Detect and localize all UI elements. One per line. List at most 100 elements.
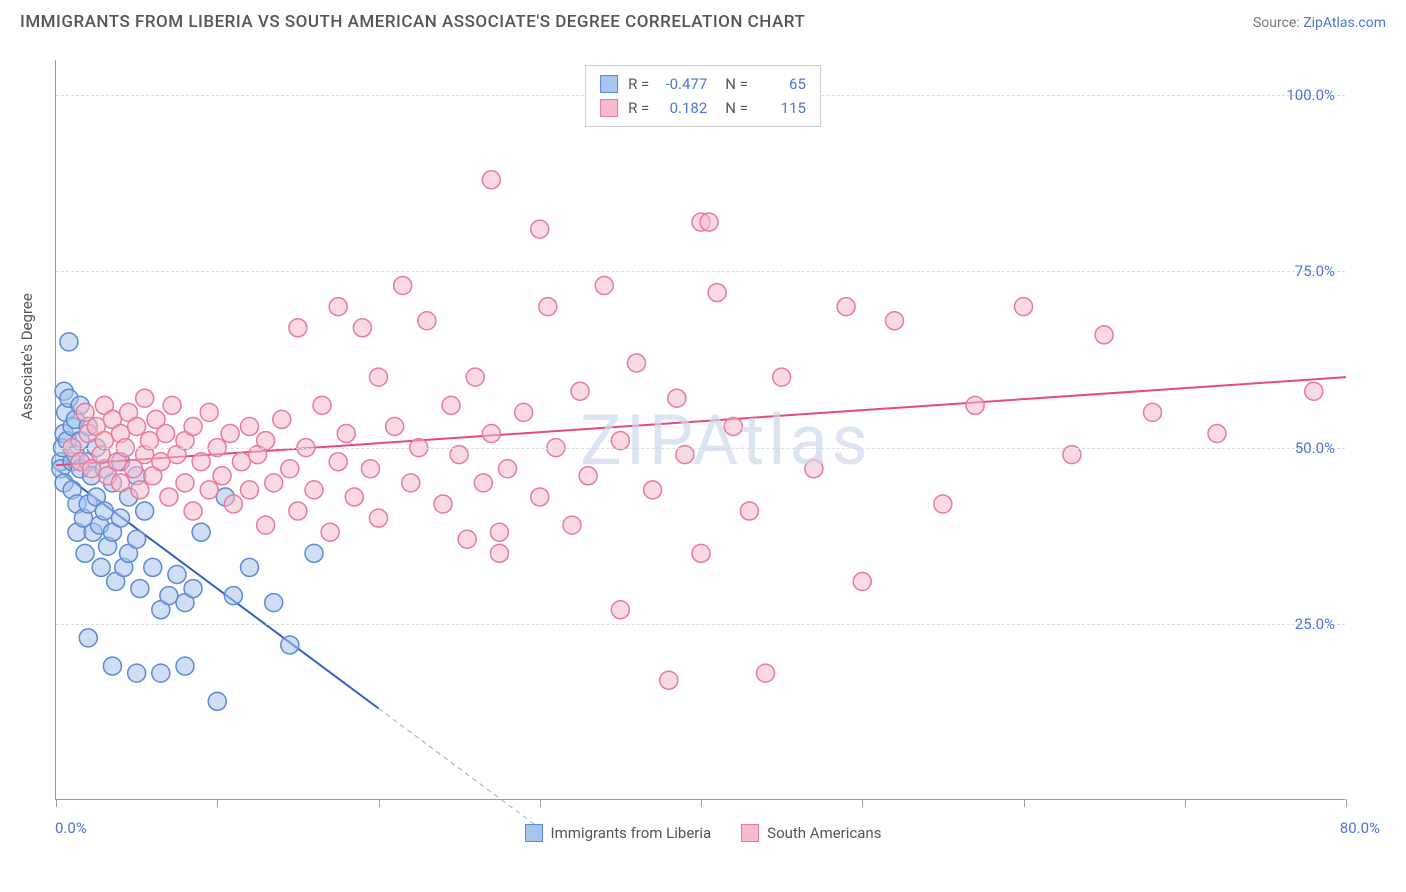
data-point: [184, 417, 202, 435]
data-point: [152, 453, 170, 471]
data-point: [257, 516, 275, 534]
legend-swatch: [741, 824, 759, 842]
y-tick-label: 100.0%: [1286, 86, 1335, 104]
data-point: [361, 460, 379, 478]
data-point: [466, 368, 484, 386]
data-point: [773, 368, 791, 386]
data-point: [136, 389, 154, 407]
data-point: [1015, 298, 1033, 316]
legend-label: Immigrants from Liberia: [551, 824, 712, 842]
y-axis-label: Associate's Degree: [18, 293, 36, 420]
data-point: [160, 488, 178, 506]
data-point: [579, 467, 597, 485]
data-point: [208, 692, 226, 710]
stats-legend-row: R =-0.477N =65: [600, 72, 806, 96]
data-point: [103, 657, 121, 675]
data-point: [345, 488, 363, 506]
data-point: [490, 523, 508, 541]
data-point: [224, 495, 242, 513]
data-point: [337, 425, 355, 443]
source-link[interactable]: ZipAtlas.com: [1303, 15, 1386, 31]
data-point: [281, 636, 299, 654]
chart-header: IMMIGRANTS FROM LIBERIA VS SOUTH AMERICA…: [0, 0, 1406, 36]
data-point: [482, 425, 500, 443]
series-legend: Immigrants from Liberia South Americans: [0, 824, 1406, 842]
data-point: [329, 453, 347, 471]
data-point: [668, 389, 686, 407]
plot-area: 25.0%50.0%75.0%100.0%: [55, 60, 1345, 800]
data-point: [131, 580, 149, 598]
stats-legend-row: R =0.182N =115: [600, 96, 806, 120]
data-point: [394, 277, 412, 295]
data-point: [595, 277, 613, 295]
x-tick: [1346, 799, 1347, 807]
data-point: [660, 671, 678, 689]
x-tick: [1024, 799, 1025, 807]
data-point: [112, 474, 130, 492]
data-point: [265, 474, 283, 492]
legend-label: South Americans: [767, 824, 881, 842]
legend-swatch: [600, 75, 618, 93]
data-point: [79, 629, 97, 647]
data-point: [418, 312, 436, 330]
data-point: [1144, 403, 1162, 421]
data-point: [128, 664, 146, 682]
data-point: [966, 396, 984, 414]
data-point: [241, 481, 259, 499]
gridline: [56, 271, 1345, 272]
data-point: [241, 417, 259, 435]
x-tick: [540, 799, 541, 807]
x-tick: [1185, 799, 1186, 807]
data-point: [200, 481, 218, 499]
data-point: [232, 453, 250, 471]
data-point: [853, 573, 871, 591]
data-point: [221, 425, 239, 443]
legend-swatch: [525, 824, 543, 842]
data-point: [1095, 326, 1113, 344]
data-point: [273, 410, 291, 428]
data-point: [934, 495, 952, 513]
data-point: [136, 502, 154, 520]
source-attribution: Source: ZipAtlas.com: [1253, 15, 1386, 31]
data-point: [571, 382, 589, 400]
data-point: [265, 594, 283, 612]
data-point: [531, 220, 549, 238]
gridline: [56, 624, 1345, 625]
data-point: [370, 368, 388, 386]
trend-line-extrapolated: [379, 708, 540, 828]
data-point: [757, 664, 775, 682]
data-point: [740, 502, 758, 520]
data-point: [515, 403, 533, 421]
x-axis-min-label: 0.0%: [55, 819, 87, 837]
data-point: [60, 333, 78, 351]
data-point: [184, 502, 202, 520]
data-point: [131, 481, 149, 499]
data-point: [692, 544, 710, 562]
data-point: [112, 509, 130, 527]
data-point: [168, 565, 186, 583]
data-point: [95, 502, 113, 520]
data-point: [157, 425, 175, 443]
x-tick: [56, 799, 57, 807]
data-point: [213, 467, 231, 485]
data-point: [563, 516, 581, 534]
x-tick: [862, 799, 863, 807]
data-point: [184, 580, 202, 598]
data-point: [490, 544, 508, 562]
chart-title: IMMIGRANTS FROM LIBERIA VS SOUTH AMERICA…: [20, 12, 805, 32]
x-axis-max-label: 80.0%: [1340, 819, 1380, 837]
data-point: [321, 523, 339, 541]
data-point: [313, 396, 331, 414]
data-point: [499, 460, 517, 478]
data-point: [644, 481, 662, 499]
data-point: [289, 319, 307, 337]
data-point: [886, 312, 904, 330]
data-point: [152, 664, 170, 682]
data-point: [176, 474, 194, 492]
data-point: [305, 544, 323, 562]
data-point: [305, 481, 323, 499]
data-point: [163, 396, 181, 414]
data-point: [329, 298, 347, 316]
data-point: [474, 474, 492, 492]
data-point: [458, 530, 476, 548]
